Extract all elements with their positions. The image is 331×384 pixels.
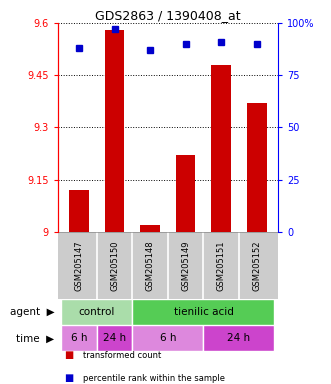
- Text: ■: ■: [65, 373, 74, 383]
- Text: GSM205147: GSM205147: [75, 240, 84, 291]
- Bar: [212, 65, 231, 232]
- Bar: [132, 325, 204, 351]
- Text: GSM205152: GSM205152: [252, 240, 261, 291]
- Bar: [70, 190, 89, 232]
- Title: GDS2863 / 1390408_at: GDS2863 / 1390408_at: [95, 9, 241, 22]
- Text: 24 h: 24 h: [227, 333, 251, 343]
- Bar: [62, 299, 132, 325]
- Text: GSM205150: GSM205150: [110, 240, 119, 291]
- Text: GSM205149: GSM205149: [181, 240, 190, 291]
- Text: time  ▶: time ▶: [17, 333, 55, 343]
- Text: GSM205148: GSM205148: [146, 240, 155, 291]
- Text: control: control: [79, 307, 115, 317]
- Text: tienilic acid: tienilic acid: [173, 307, 233, 317]
- Text: 6 h: 6 h: [71, 333, 87, 343]
- Bar: [140, 225, 160, 232]
- Text: GSM205151: GSM205151: [217, 240, 226, 291]
- Text: 6 h: 6 h: [160, 333, 176, 343]
- Bar: [247, 103, 266, 232]
- Bar: [105, 30, 124, 232]
- Text: agent  ▶: agent ▶: [10, 307, 55, 317]
- Bar: [132, 299, 274, 325]
- Bar: [62, 325, 97, 351]
- Bar: [176, 156, 196, 232]
- Text: percentile rank within the sample: percentile rank within the sample: [83, 374, 225, 383]
- Bar: [204, 325, 274, 351]
- Text: ■: ■: [65, 350, 74, 360]
- Bar: [97, 325, 132, 351]
- Text: transformed count: transformed count: [83, 351, 161, 360]
- Text: 24 h: 24 h: [103, 333, 126, 343]
